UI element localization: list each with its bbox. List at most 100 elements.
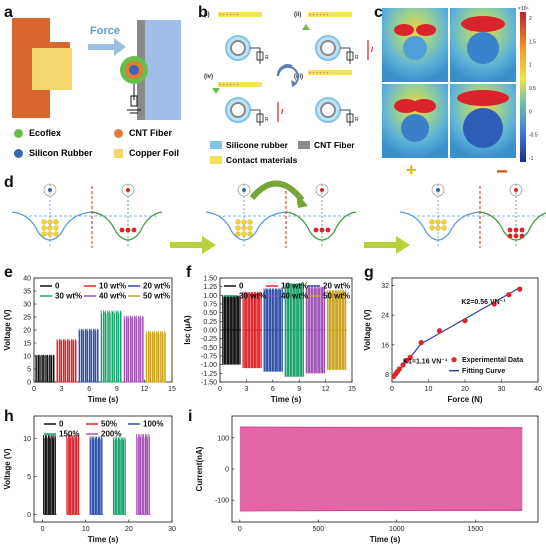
field-map-3	[382, 84, 448, 158]
legend-item-30-wt-: 30 wt%	[224, 292, 266, 301]
panel-b-legend: Silicone rubber CNT Fiber Contact materi…	[210, 140, 380, 170]
chart-e-voltage-vs-concentration: 0 3 6 9 12 15 0 5 10 15 20 25 30 35 40 Time (s) Voltage …	[3, 276, 176, 405]
legend-item-silicone-rubber: Silicone rubber	[210, 140, 288, 150]
y-tick-label: 25	[23, 315, 31, 322]
force-label: Force	[90, 25, 120, 37]
y-tick-label: -100	[215, 498, 229, 505]
data-point	[462, 318, 468, 324]
transfer-arrow-icon	[249, 180, 305, 202]
legend-item-cnt-fiber-b: CNT Fiber	[298, 140, 355, 150]
cnt-core	[320, 102, 336, 118]
charge-signs: + + + + + +	[219, 12, 239, 17]
legend: Experimental Data Fitting Curve	[449, 357, 523, 375]
chart-i-current-stability: 0 500 1000 1500 -100 0 100 Time (s) Current(nA)	[195, 415, 539, 544]
y-tick-label: 0.25	[203, 319, 217, 326]
y-tick-label: 35	[23, 289, 31, 296]
resistor-icon	[346, 51, 354, 61]
x-tick-label: 0	[41, 526, 45, 533]
y-tick-label: -0.25	[201, 336, 217, 343]
panel-c-simulation: ×10⁴ 2 1.5 1 0.5 0 -0.5 -1	[382, 6, 538, 162]
y-tick-label: 40	[23, 276, 31, 283]
series-trace-10-wt-	[242, 291, 263, 369]
legend-label: Experimental Data	[462, 357, 523, 364]
y-axis-label: Isc (μA)	[183, 315, 192, 345]
y-tick-label: 5	[27, 367, 31, 374]
annotation-k1: K1=1.16 VN⁻¹	[403, 358, 448, 365]
series-trace-30-wt-	[284, 283, 305, 377]
copper-square-icon	[114, 148, 123, 158]
y-tick-label: 24	[381, 313, 389, 320]
ecoflex-dot-icon	[14, 128, 23, 138]
stage-arrow-1-icon	[170, 236, 216, 254]
series-trace-50-wt-	[145, 331, 167, 383]
legend-label: 20 wt%	[323, 282, 350, 291]
series-trace-0	[222, 295, 242, 365]
legend-label: 30 wt%	[239, 292, 266, 301]
legend-item-ecoflex: Ecoflex	[14, 128, 61, 138]
blue-substrate	[145, 20, 181, 120]
y-tick-label: 0.75	[203, 302, 217, 309]
silicone-swatch-icon	[210, 141, 222, 149]
data-point	[506, 292, 512, 298]
legend-label: 40 wt%	[281, 292, 308, 301]
x-tick-label: 20	[125, 526, 133, 533]
legend-label: 200%	[101, 430, 121, 439]
contact-plate	[218, 82, 262, 87]
panel-b-step-3: (iii)+ + + + + +R	[294, 70, 359, 126]
atom-icon	[431, 183, 445, 197]
resistor-label: R	[265, 117, 269, 123]
step-label: (ii)	[294, 12, 301, 18]
y-tick-label: 1.00	[203, 293, 217, 300]
legend-item-0: 0	[40, 282, 60, 291]
y-tick-label: 0.00	[203, 328, 217, 335]
y-tick-label: 32	[381, 283, 389, 290]
wire	[250, 109, 261, 126]
contact-swatch-icon	[210, 156, 222, 164]
panel-letter-e: e	[4, 264, 13, 281]
panel-letter-h: h	[4, 408, 14, 425]
x-tick-label: 30	[168, 526, 176, 533]
y-tick-label: 15	[23, 341, 31, 348]
y-tick-label: 0	[27, 380, 31, 387]
legend-label: Fitting Curve	[462, 368, 505, 375]
data-point	[404, 357, 410, 364]
x-tick-label: 10	[82, 526, 90, 533]
y-tick-label: 100	[217, 435, 229, 442]
y-tick-label: 0	[225, 467, 229, 474]
y-axis-label: Voltage (V)	[3, 448, 12, 490]
legend-item-20-wt-: 20 wt%	[128, 282, 170, 291]
x-tick-label: 9	[297, 386, 301, 393]
legend-label: 20 wt%	[143, 282, 170, 291]
energy-well-stage-3	[399, 183, 546, 248]
cnt-core	[230, 102, 246, 118]
resistor-icon	[256, 113, 264, 123]
series-trace-150-	[112, 437, 127, 515]
series-trace-0	[43, 434, 57, 515]
current-label: I	[281, 109, 284, 116]
x-tick-label: 1500	[467, 526, 483, 533]
y-tick-label: -0.75	[201, 354, 217, 361]
cnt-dot-icon	[114, 128, 123, 138]
x-tick-label: 12	[322, 386, 330, 393]
legend-item-10-wt-: 10 wt%	[84, 282, 126, 291]
legend-label: 150%	[59, 430, 79, 439]
legend-label: 100%	[143, 420, 163, 429]
stage-arrow-2-icon	[364, 236, 410, 254]
panel-letter-i: i	[188, 408, 193, 425]
x-tick-label: 3	[244, 386, 248, 393]
y-tick-label: 20	[23, 328, 31, 335]
series-trace-50-	[66, 434, 80, 515]
cnt-core	[230, 40, 246, 56]
resistor-icon	[130, 95, 138, 107]
data-point	[491, 301, 497, 307]
legend-item-silicon-rubber: Silicon Rubber	[14, 148, 93, 158]
colorbar-tick: 2	[529, 16, 532, 22]
energy-well-stage-1	[11, 183, 163, 248]
legend-item-40-wt-: 40 wt%	[266, 292, 308, 301]
legend-item-contact-materials: Contact materials	[210, 155, 297, 165]
legend-item-100-: 100%	[128, 420, 163, 429]
x-axis-label: Force (N)	[447, 395, 482, 404]
data-point	[436, 328, 443, 334]
legend-item-cnt-fiber: CNT Fiber	[114, 128, 172, 138]
charge-signs: + + + + + +	[309, 12, 329, 17]
